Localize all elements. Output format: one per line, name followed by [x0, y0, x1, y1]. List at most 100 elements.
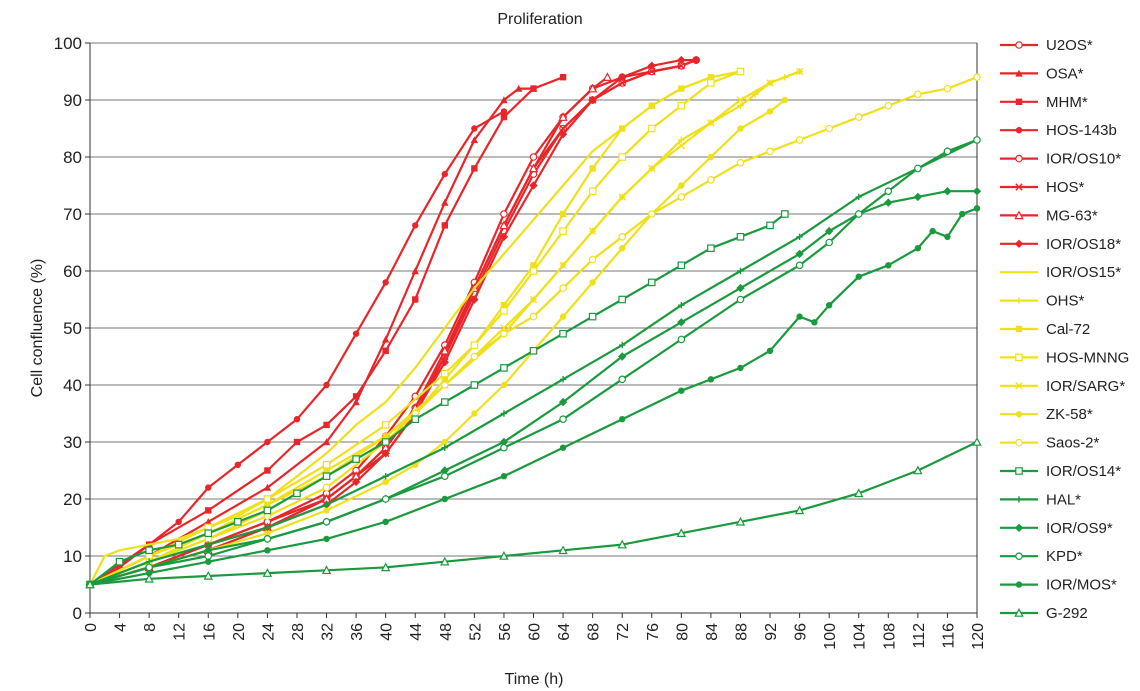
- data-point: [499, 551, 509, 560]
- data-point: [204, 546, 213, 555]
- legend-label: IOR/OS10*: [1046, 151, 1121, 168]
- legend-marker: [1015, 41, 1023, 49]
- legend-item: IOR/OS9*: [1000, 520, 1113, 537]
- data-point: [352, 398, 360, 406]
- data-point: [736, 96, 745, 104]
- data-point: [559, 227, 567, 235]
- data-point: [795, 249, 804, 259]
- legend-label: OHS*: [1046, 293, 1085, 310]
- data-point: [471, 410, 478, 417]
- data-point: [691, 55, 701, 65]
- data-point: [824, 226, 834, 236]
- legend-label: MG-63*: [1046, 207, 1098, 224]
- data-point: [795, 136, 804, 144]
- y-tick-label: 100: [54, 34, 82, 53]
- legend-label: HOS-143b: [1046, 122, 1117, 139]
- data-point: [174, 540, 183, 549]
- data-point: [914, 245, 922, 252]
- data-point: [322, 517, 331, 526]
- data-point: [884, 187, 893, 196]
- data-point: [323, 381, 330, 389]
- data-point: [175, 518, 182, 525]
- legend-label: IOR/OS9*: [1046, 520, 1113, 537]
- x-tick-label: 60: [527, 623, 544, 641]
- legend-label: ZK-58*: [1046, 406, 1093, 423]
- data-point: [707, 176, 715, 184]
- x-tick-label: 64: [556, 623, 573, 641]
- data-point: [619, 125, 626, 132]
- x-tick-labels: 0 4 8 12 16 20 24 28 32 36 40 44 48 52 56 60 64 68 72 76 80 8…: [83, 623, 987, 650]
- data-point: [959, 210, 966, 218]
- legend-item: MHM*: [1000, 94, 1088, 111]
- legend-item: MG-63*: [1000, 207, 1098, 224]
- data-point: [943, 84, 952, 93]
- data-point: [781, 96, 789, 104]
- data-point: [707, 119, 715, 127]
- legend-marker: [1015, 325, 1023, 333]
- series-line: [89, 76, 978, 586]
- series-1: [86, 84, 538, 588]
- data-point: [323, 421, 330, 429]
- chart-title: Proliferation: [497, 11, 582, 28]
- legend-item: IOR/SARG*: [1000, 378, 1125, 395]
- data-point: [707, 153, 715, 161]
- data-point: [587, 83, 598, 93]
- data-point: [293, 438, 301, 446]
- data-point: [825, 124, 833, 133]
- data-point: [943, 187, 952, 196]
- y-tick-label: 10: [63, 547, 82, 566]
- series-line: [89, 441, 978, 586]
- x-tick-label: 36: [349, 623, 366, 641]
- data-point: [558, 130, 568, 139]
- data-point: [559, 376, 567, 383]
- data-point: [500, 108, 508, 115]
- data-point: [381, 438, 390, 446]
- y-tick-label: 50: [63, 319, 82, 338]
- data-point: [678, 302, 685, 309]
- data-point: [412, 296, 419, 303]
- data-point: [811, 319, 818, 326]
- legend-label: Cal-72: [1046, 321, 1090, 338]
- series-20: [85, 437, 982, 589]
- data-point: [677, 101, 686, 110]
- data-point: [648, 67, 656, 76]
- data-point: [972, 187, 982, 196]
- data-point: [381, 495, 390, 503]
- data-point: [618, 295, 627, 304]
- x-tick-label: 20: [231, 623, 248, 641]
- data-point: [515, 84, 523, 92]
- data-point: [766, 221, 774, 230]
- data-point: [441, 438, 448, 446]
- data-point: [736, 283, 745, 293]
- data-point: [766, 147, 774, 156]
- x-tick-label: 52: [467, 623, 484, 641]
- x-tick-label: 0: [83, 623, 100, 632]
- series-lines: [85, 55, 982, 589]
- data-point: [470, 352, 479, 361]
- data-point: [441, 222, 448, 229]
- legend-item: OHS*: [1000, 293, 1085, 310]
- x-tick-label: 112: [911, 623, 928, 649]
- data-point: [470, 295, 479, 304]
- data-point: [499, 232, 509, 241]
- data-point: [234, 461, 242, 468]
- data-point: [411, 267, 419, 275]
- data-point: [588, 312, 597, 321]
- data-point: [500, 324, 508, 332]
- x-axis-label: Time (h): [505, 671, 564, 688]
- series-8: [89, 76, 712, 586]
- legend-marker: [1015, 467, 1023, 475]
- x-tick-label: 12: [172, 623, 189, 641]
- data-point: [263, 483, 272, 491]
- y-tick-labels: 0 10 20 30 40 50 60 70 80 90 100: [54, 34, 82, 623]
- x-tick-label: 72: [615, 623, 632, 641]
- data-point: [559, 74, 567, 81]
- series-line: [89, 76, 564, 586]
- data-point: [766, 347, 774, 354]
- data-point: [500, 410, 508, 417]
- data-point: [145, 546, 153, 555]
- y-tick-label: 0: [73, 604, 82, 623]
- data-point: [677, 62, 686, 70]
- data-point: [145, 563, 153, 572]
